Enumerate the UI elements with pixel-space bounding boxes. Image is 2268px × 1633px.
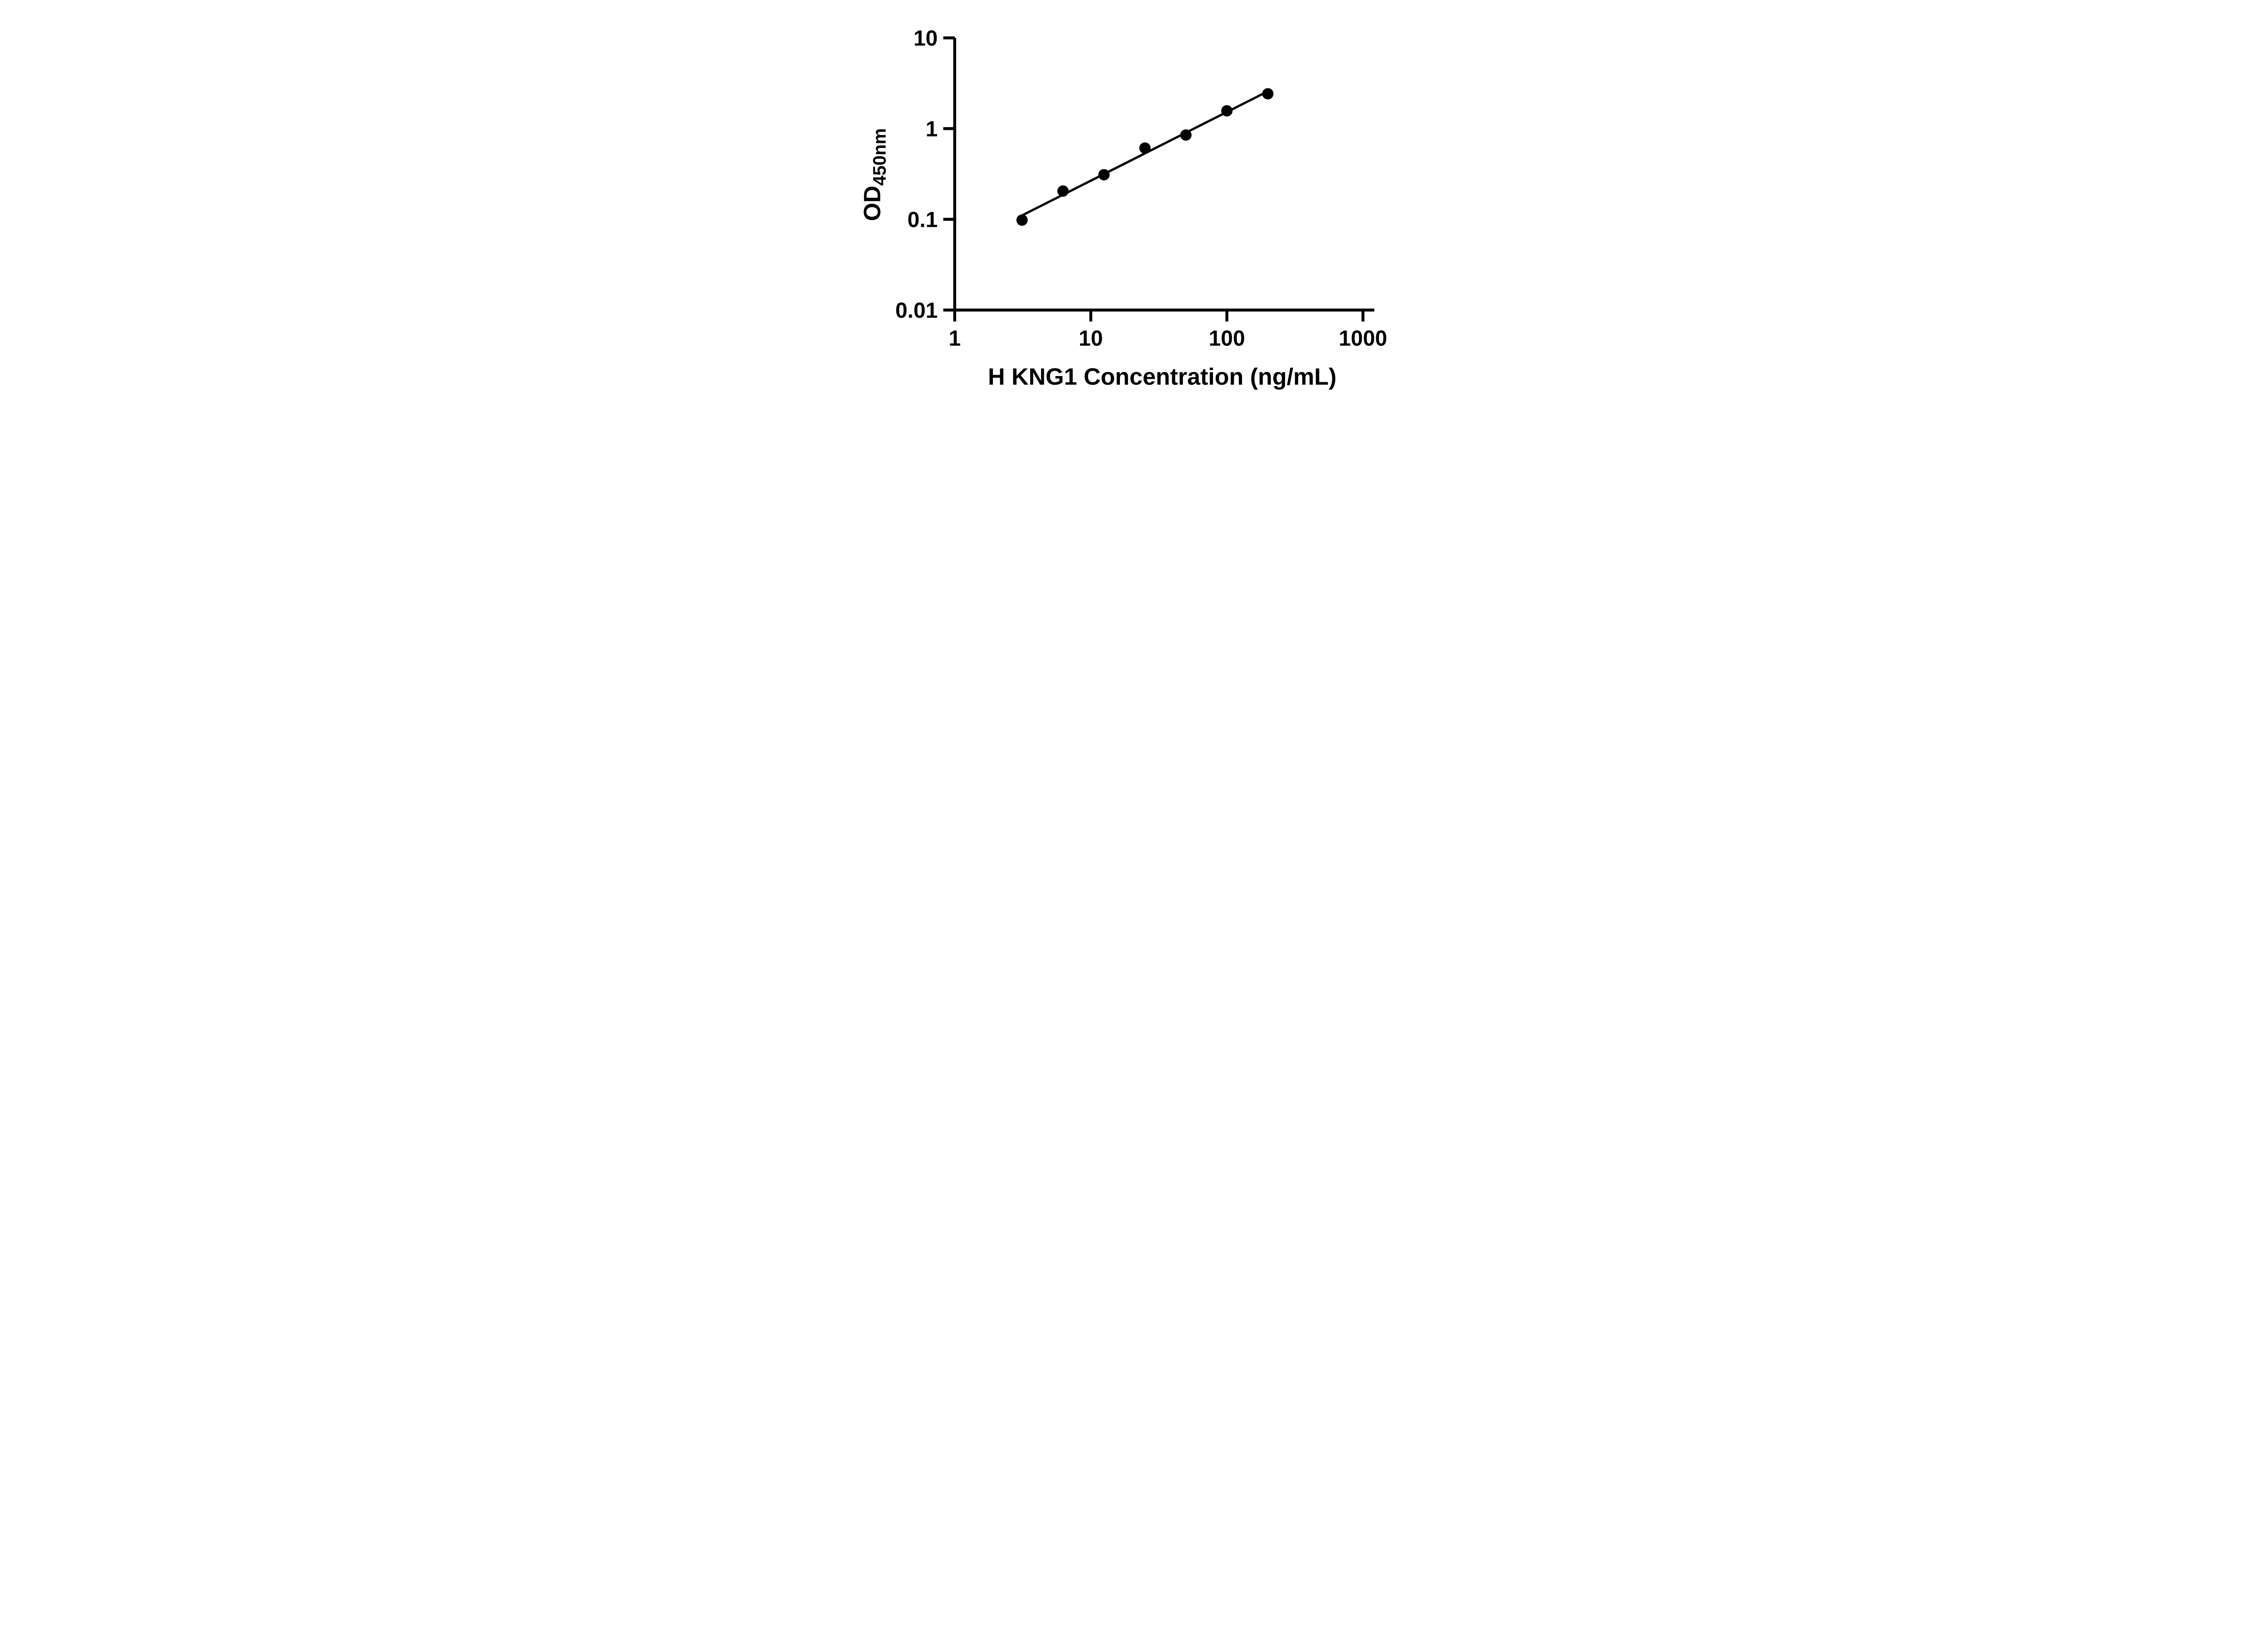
data-point-marker xyxy=(1221,105,1233,117)
data-point-marker xyxy=(1180,129,1192,141)
y-tick-label: 0.1 xyxy=(908,208,938,232)
chart-svg: 1 10 100 1000 0.01 0.1 1 10 H KNG1 Concentrati… xyxy=(859,27,1387,391)
x-axis-title: H KNG1 Concentration (ng/mL) xyxy=(988,364,1336,390)
data-point-marker xyxy=(1139,142,1151,154)
y-axis-title: OD450nm xyxy=(859,128,890,221)
y-axis-tick-labels: 0.01 0.1 1 10 xyxy=(895,27,938,323)
elisa-standard-curve-chart: 1 10 100 1000 0.01 0.1 1 10 H KNG1 Concentrati… xyxy=(842,0,1426,408)
x-tick-label: 10 xyxy=(1079,327,1103,351)
y-axis-title-main: OD xyxy=(859,186,885,221)
x-axis-ticks xyxy=(953,310,1364,322)
data-point-marker xyxy=(1057,185,1069,197)
x-tick-label: 100 xyxy=(1209,327,1245,351)
y-tick-label: 0.01 xyxy=(895,299,938,323)
y-axis-ticks xyxy=(943,36,955,312)
y-tick-label: 10 xyxy=(914,27,938,51)
data-point-marker xyxy=(1016,214,1028,226)
data-points-group xyxy=(1016,88,1274,226)
x-axis-tick-labels: 1 10 100 1000 xyxy=(948,327,1387,351)
y-axis-title-subscript: 450nm xyxy=(870,128,890,186)
y-tick-label: 1 xyxy=(926,117,938,142)
data-point-marker xyxy=(1098,169,1110,181)
data-point-marker xyxy=(1262,88,1274,100)
x-tick-label: 1 xyxy=(948,327,961,351)
x-tick-label: 1000 xyxy=(1339,327,1387,351)
